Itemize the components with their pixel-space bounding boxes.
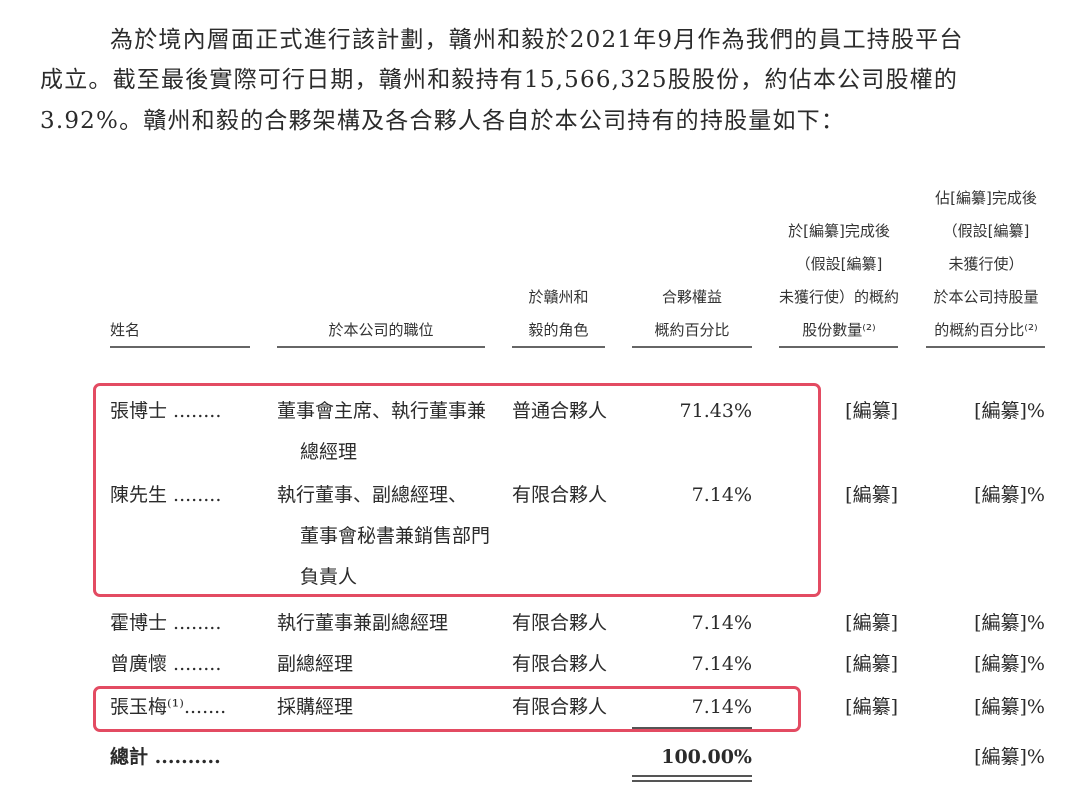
- highlight-box: [93, 686, 801, 732]
- header-text: （假設[編纂]: [795, 255, 883, 273]
- cell-name: 張博士 ........: [110, 400, 222, 422]
- cell-interest: 71.43%: [679, 400, 752, 422]
- paragraph-line-3: 3.92%。贛州和毅的合夥架構及各合夥人各自於本公司持有的持股量如下：: [40, 108, 846, 134]
- cell-name: 霍博士 ........: [110, 612, 222, 634]
- header-interest: 合夥權益 概約百分比: [632, 281, 752, 347]
- header-text: 於[編纂]完成後: [788, 222, 890, 240]
- total-interest: 100.00%: [661, 746, 752, 768]
- paragraph-line-1: 為於境內層面正式進行該計劃，贛州和毅於2021年9月作為我們的員工持股平台: [110, 27, 964, 53]
- subtotal-rule: [632, 727, 752, 729]
- header-rule: [277, 346, 485, 348]
- paragraph-line-2: 成立。截至最後實際可行日期，贛州和毅持有15,566,325股股份，約佔本公司股…: [40, 67, 959, 93]
- cell-position: 執行董事兼副總經理: [277, 612, 449, 634]
- header-rule: [110, 346, 250, 348]
- cell-holding: [編纂]%: [974, 612, 1045, 634]
- cell-role: 有限合夥人: [512, 612, 608, 634]
- cell-position: 負責人: [300, 566, 358, 588]
- header-text: 於本公司持股量: [933, 288, 1039, 306]
- cell-position: 採購經理: [277, 696, 354, 718]
- cell-name: 曾廣懷 ........: [110, 653, 222, 675]
- cell-interest: 7.14%: [691, 653, 752, 675]
- total-double-rule: [632, 775, 752, 777]
- header-rule: [512, 346, 605, 348]
- header-position: 於本公司的職位: [277, 314, 485, 347]
- cell-interest: 7.14%: [691, 484, 752, 506]
- cell-interest: 7.14%: [691, 696, 752, 718]
- header-rule: [779, 346, 898, 348]
- header-text: 姓名: [110, 321, 141, 339]
- header-text: （假設[編纂]: [942, 222, 1030, 240]
- header-text: 未獲行使）: [948, 255, 1024, 273]
- cell-position: 總經理: [300, 441, 358, 463]
- header-text: 未獲行使）的概約: [778, 288, 899, 306]
- cell-shares: [編纂]: [845, 612, 898, 634]
- total-double-rule: [632, 780, 752, 782]
- cell-interest: 7.14%: [691, 612, 752, 634]
- cell-role: 有限合夥人: [512, 696, 608, 718]
- cell-shares: [編纂]: [845, 696, 898, 718]
- header-holding: 佔[編纂]完成後 （假設[編纂] 未獲行使） 於本公司持股量 的概約百分比⁽²⁾: [920, 182, 1052, 347]
- header-text: 股份數量⁽²⁾: [802, 321, 876, 339]
- cell-role: 普通合夥人: [512, 400, 608, 422]
- header-text: 的概約百分比⁽²⁾: [934, 321, 1038, 339]
- header-role: 於贛州和 毅的角色: [512, 281, 605, 347]
- header-text: 合夥權益: [661, 288, 722, 306]
- cell-holding: [編纂]%: [974, 400, 1045, 422]
- highlight-box: [93, 383, 821, 597]
- total-holding: [編纂]%: [974, 746, 1045, 768]
- header-shares: 於[編纂]完成後 （假設[編纂] 未獲行使）的概約 股份數量⁽²⁾: [772, 215, 906, 347]
- header-text: 於贛州和: [528, 288, 589, 306]
- cell-name: 張玉梅⁽¹⁾.......: [110, 696, 227, 718]
- cell-holding: [編纂]%: [974, 696, 1045, 718]
- cell-position: 董事會主席、執行董事兼: [277, 400, 487, 422]
- cell-name: 陳先生 ........: [110, 484, 222, 506]
- header-rule: [632, 346, 752, 348]
- header-text: 於本公司的職位: [328, 321, 434, 339]
- cell-position: 執行董事、副總經理、: [277, 484, 468, 506]
- header-name: 姓名: [110, 314, 140, 347]
- header-text: 概約百分比: [654, 321, 730, 339]
- cell-position: 副總經理: [277, 653, 354, 675]
- total-label: 總計 ..........: [110, 746, 221, 768]
- cell-holding: [編纂]%: [974, 484, 1045, 506]
- cell-shares: [編纂]: [845, 400, 898, 422]
- cell-shares: [編纂]: [845, 484, 898, 506]
- cell-holding: [編纂]%: [974, 653, 1045, 675]
- cell-role: 有限合夥人: [512, 653, 608, 675]
- header-rule: [926, 346, 1045, 348]
- cell-shares: [編纂]: [845, 653, 898, 675]
- header-text: 毅的角色: [528, 321, 589, 339]
- header-text: 佔[編纂]完成後: [935, 189, 1037, 207]
- cell-position: 董事會秘書兼銷售部門: [300, 525, 491, 547]
- cell-role: 有限合夥人: [512, 484, 608, 506]
